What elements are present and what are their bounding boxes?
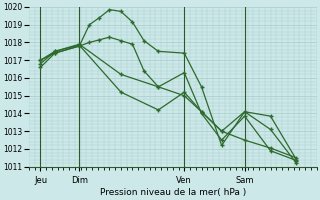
X-axis label: Pression niveau de la mer( hPa ): Pression niveau de la mer( hPa )	[100, 188, 246, 197]
